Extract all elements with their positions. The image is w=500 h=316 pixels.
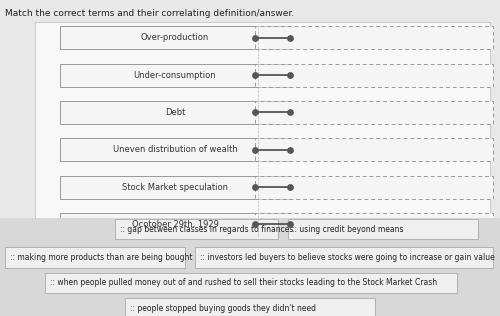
Text: Uneven distribution of wealth: Uneven distribution of wealth [112,145,238,154]
FancyBboxPatch shape [5,247,185,268]
Point [286,110,294,115]
FancyBboxPatch shape [60,138,290,161]
FancyBboxPatch shape [0,218,500,316]
Text: :: people stopped buying goods they didn't need: :: people stopped buying goods they didn… [130,304,316,313]
Point [251,185,259,190]
Text: :: making more products than are being bought: :: making more products than are being b… [10,253,192,262]
Text: Over-production: Over-production [141,33,209,42]
FancyBboxPatch shape [60,101,290,124]
Point [251,35,259,40]
FancyBboxPatch shape [255,64,492,87]
Text: :: using credit beyond means: :: using credit beyond means [292,225,404,234]
Text: :: gap between classes in regards to finances: :: gap between classes in regards to fin… [120,225,294,234]
Text: :: investors led buyers to believe stocks were going to increase or gain value: :: investors led buyers to believe stock… [200,253,495,262]
Text: Under-consumption: Under-consumption [134,71,216,80]
FancyBboxPatch shape [60,64,290,87]
Point [251,110,259,115]
FancyBboxPatch shape [35,22,490,221]
Text: Debt: Debt [165,108,185,117]
FancyBboxPatch shape [255,27,492,50]
FancyBboxPatch shape [255,175,492,198]
FancyBboxPatch shape [125,298,375,316]
Point [286,35,294,40]
Point [251,222,259,227]
Text: Match the correct terms and their correlating definition/answer.: Match the correct terms and their correl… [5,9,294,18]
FancyBboxPatch shape [255,138,492,161]
FancyBboxPatch shape [255,101,492,124]
FancyBboxPatch shape [60,27,290,50]
FancyBboxPatch shape [255,213,492,236]
Text: Ocotober 29th, 1929: Ocotober 29th, 1929 [132,220,218,229]
FancyBboxPatch shape [195,247,492,268]
Point [286,185,294,190]
Point [286,147,294,152]
Point [251,147,259,152]
Text: Stock Market speculation: Stock Market speculation [122,183,228,191]
Point [286,222,294,227]
FancyBboxPatch shape [60,213,290,236]
FancyBboxPatch shape [60,175,290,198]
Point [286,73,294,78]
FancyBboxPatch shape [115,219,278,240]
FancyBboxPatch shape [45,272,458,293]
FancyBboxPatch shape [288,219,478,240]
Text: :: when people pulled money out of and rushed to sell their stocks leading to th: :: when people pulled money out of and r… [50,278,437,287]
Point [251,73,259,78]
